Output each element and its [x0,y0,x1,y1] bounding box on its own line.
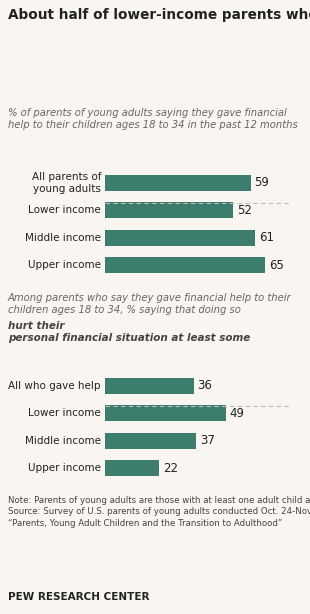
Text: 22: 22 [163,462,178,475]
Bar [105,378,194,394]
Text: 36: 36 [197,379,212,392]
Text: 59: 59 [254,176,269,189]
Text: All who gave help: All who gave help [8,381,101,391]
Text: 65: 65 [269,258,284,271]
Text: Middle income: Middle income [25,233,101,243]
Text: hurt their
personal financial situation at least some: hurt their personal financial situation … [8,321,250,343]
Text: Upper income: Upper income [28,463,101,473]
Text: About half of lower-income parents who helped their adult children financially s: About half of lower-income parents who h… [8,8,310,22]
Text: Note: Parents of young adults are those with at least one adult child age 18 to : Note: Parents of young adults are those … [8,496,310,528]
Text: 52: 52 [237,204,252,217]
Text: Lower income: Lower income [28,408,101,418]
Text: % of parents of young adults saying they gave financial
help to their children a: % of parents of young adults saying they… [8,108,298,130]
Bar [105,460,159,476]
Text: Middle income: Middle income [25,436,101,446]
Text: 37: 37 [200,434,215,447]
Bar [105,230,255,246]
Bar [105,257,265,273]
Text: Among parents who say they gave financial help to their
children ages 18 to 34, : Among parents who say they gave financia… [8,293,292,316]
Text: All parents of
young adults: All parents of young adults [32,172,101,193]
Bar [105,175,250,191]
Bar [105,433,196,449]
Text: 61: 61 [259,231,274,244]
Text: Upper income: Upper income [28,260,101,270]
Text: PEW RESEARCH CENTER: PEW RESEARCH CENTER [8,592,149,602]
Bar [105,203,233,218]
Text: Lower income: Lower income [28,205,101,216]
Bar [105,405,226,421]
Text: 49: 49 [230,407,245,420]
